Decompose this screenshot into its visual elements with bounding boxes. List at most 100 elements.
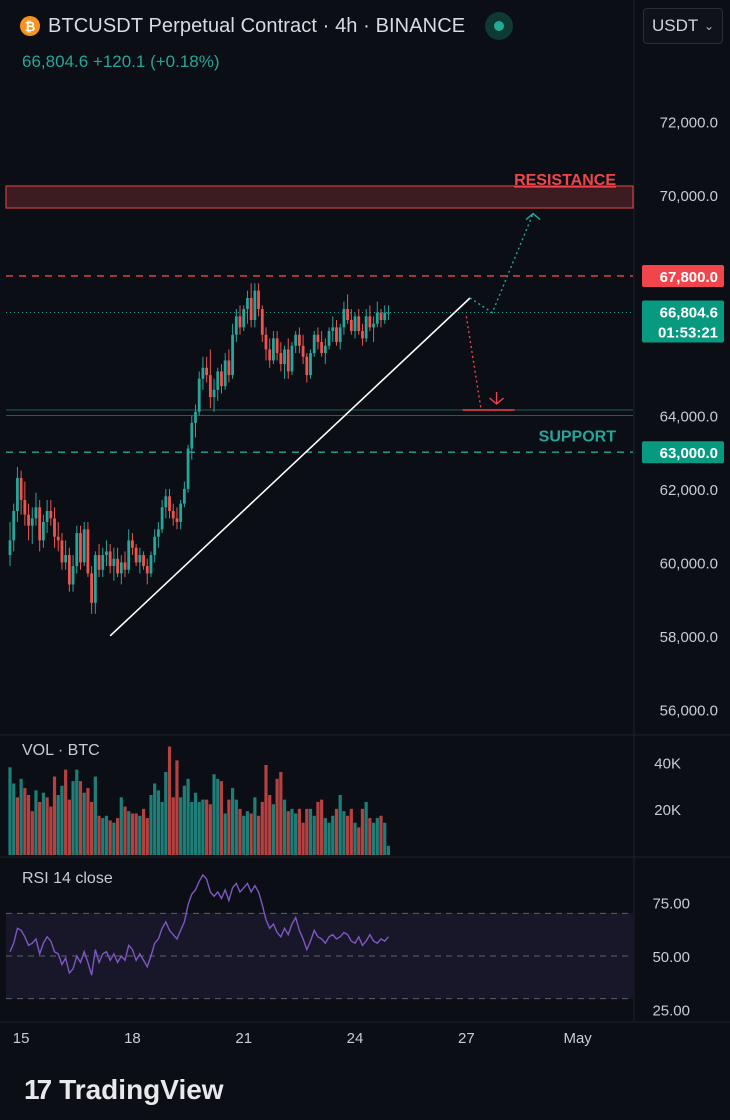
candle [16, 477, 19, 511]
current-price-badge-bg [642, 300, 724, 343]
candle [75, 533, 79, 567]
volume-bar [15, 797, 20, 855]
volume-bar [38, 801, 42, 855]
candle [41, 522, 45, 541]
time-tick-label: 15 [13, 1030, 30, 1047]
volume-bar [338, 795, 342, 855]
candle [160, 507, 164, 530]
volume-bar [286, 811, 290, 855]
trendline [109, 297, 471, 637]
volume-bar [186, 778, 190, 855]
resistance-level-badge: 67,800.0 [660, 269, 718, 286]
volume-bar [227, 799, 231, 855]
candle [34, 507, 38, 519]
volume-bar [375, 818, 379, 855]
volume-bar [219, 781, 224, 855]
candle [368, 316, 372, 328]
volume-bar [171, 797, 175, 855]
price-tick-label: 56,000.0 [660, 702, 718, 719]
price-tick-label: 64,000.0 [660, 409, 718, 426]
volume-bar [156, 790, 160, 855]
candle [168, 496, 171, 511]
volume-bar [249, 813, 253, 855]
candle [335, 327, 338, 343]
volume-bar [49, 806, 53, 855]
rsi-pane-label: RSI 14 close [22, 870, 113, 887]
current-price-badge: 66,804.6 [660, 305, 718, 322]
volume-bar [34, 790, 38, 855]
price-quote: 66,804.6 +120.1 (+0.18%) [22, 52, 220, 71]
currency-select[interactable]: USDT ⌄ [643, 8, 723, 44]
candle [375, 312, 379, 324]
candle [23, 499, 27, 515]
candle [27, 514, 30, 526]
bitcoin-icon: ₿ [20, 16, 40, 36]
price-tick-label: 58,000.0 [660, 629, 718, 646]
candle [208, 375, 212, 398]
volume-bar [279, 771, 283, 855]
volume-bar [275, 778, 279, 855]
volume-bar [104, 815, 109, 855]
volume-bar [179, 797, 183, 855]
volume-bar [245, 811, 250, 855]
volume-bar [308, 808, 313, 855]
candle [79, 533, 82, 563]
candle [309, 353, 312, 376]
candle [142, 555, 145, 567]
symbol-title[interactable]: BTCUSDT Perpetual Contract · 4h · BINANC… [48, 14, 466, 37]
volume-bar [323, 818, 327, 855]
volume-bar [256, 815, 261, 855]
volume-bar [301, 822, 305, 855]
candle [272, 338, 275, 361]
volume-bar [271, 804, 276, 855]
volume-bar [360, 808, 365, 855]
resistance-level-badge-bg [642, 264, 724, 287]
candle [372, 323, 375, 328]
candle [82, 529, 86, 563]
volume-bar [282, 799, 287, 855]
volume-tick-label: 40K [654, 756, 681, 773]
candle [19, 477, 23, 500]
volume-bar [353, 822, 357, 855]
candle [323, 345, 327, 354]
volume-bar [130, 813, 135, 855]
candle [197, 378, 201, 412]
candle [123, 562, 127, 570]
candle [353, 316, 357, 332]
volume-bar [297, 808, 301, 855]
volume-bar [78, 781, 83, 855]
candle [268, 349, 272, 361]
candle [305, 356, 309, 376]
rsi-tick-label: 75.00 [652, 896, 690, 913]
volume-bar [234, 799, 238, 855]
candle [387, 312, 390, 314]
volume-bar [164, 771, 168, 855]
volume-bar [101, 818, 105, 855]
tradingview-mark-icon: 17 [24, 1074, 52, 1105]
volume-bar [112, 822, 116, 855]
candle [286, 349, 290, 372]
chevron-down-icon: ⌄ [703, 19, 714, 33]
candle [342, 309, 346, 328]
volume-bar [216, 778, 220, 855]
candle [294, 334, 298, 346]
volume-bar [290, 808, 294, 855]
volume-bar [331, 815, 335, 855]
support-level-badge: 63,000.0 [660, 445, 718, 462]
bearish-projection-path [465, 316, 482, 411]
volume-bar [312, 815, 316, 855]
volume-bar [41, 792, 45, 855]
volume-bar [56, 795, 60, 855]
volume-bar [60, 785, 64, 855]
volume-pane-label: VOL · BTC [22, 742, 100, 759]
price-tick-label: 60,000.0 [660, 555, 718, 572]
tradingview-logo[interactable]: 17 TradingView [24, 1074, 224, 1106]
volume-bar [223, 813, 227, 855]
candle [138, 555, 142, 563]
price-tick-label: 70,000.0 [660, 188, 718, 205]
volume-bar [334, 808, 339, 855]
volume-bar [201, 799, 205, 855]
volume-bar [346, 815, 350, 855]
candle [105, 551, 108, 556]
